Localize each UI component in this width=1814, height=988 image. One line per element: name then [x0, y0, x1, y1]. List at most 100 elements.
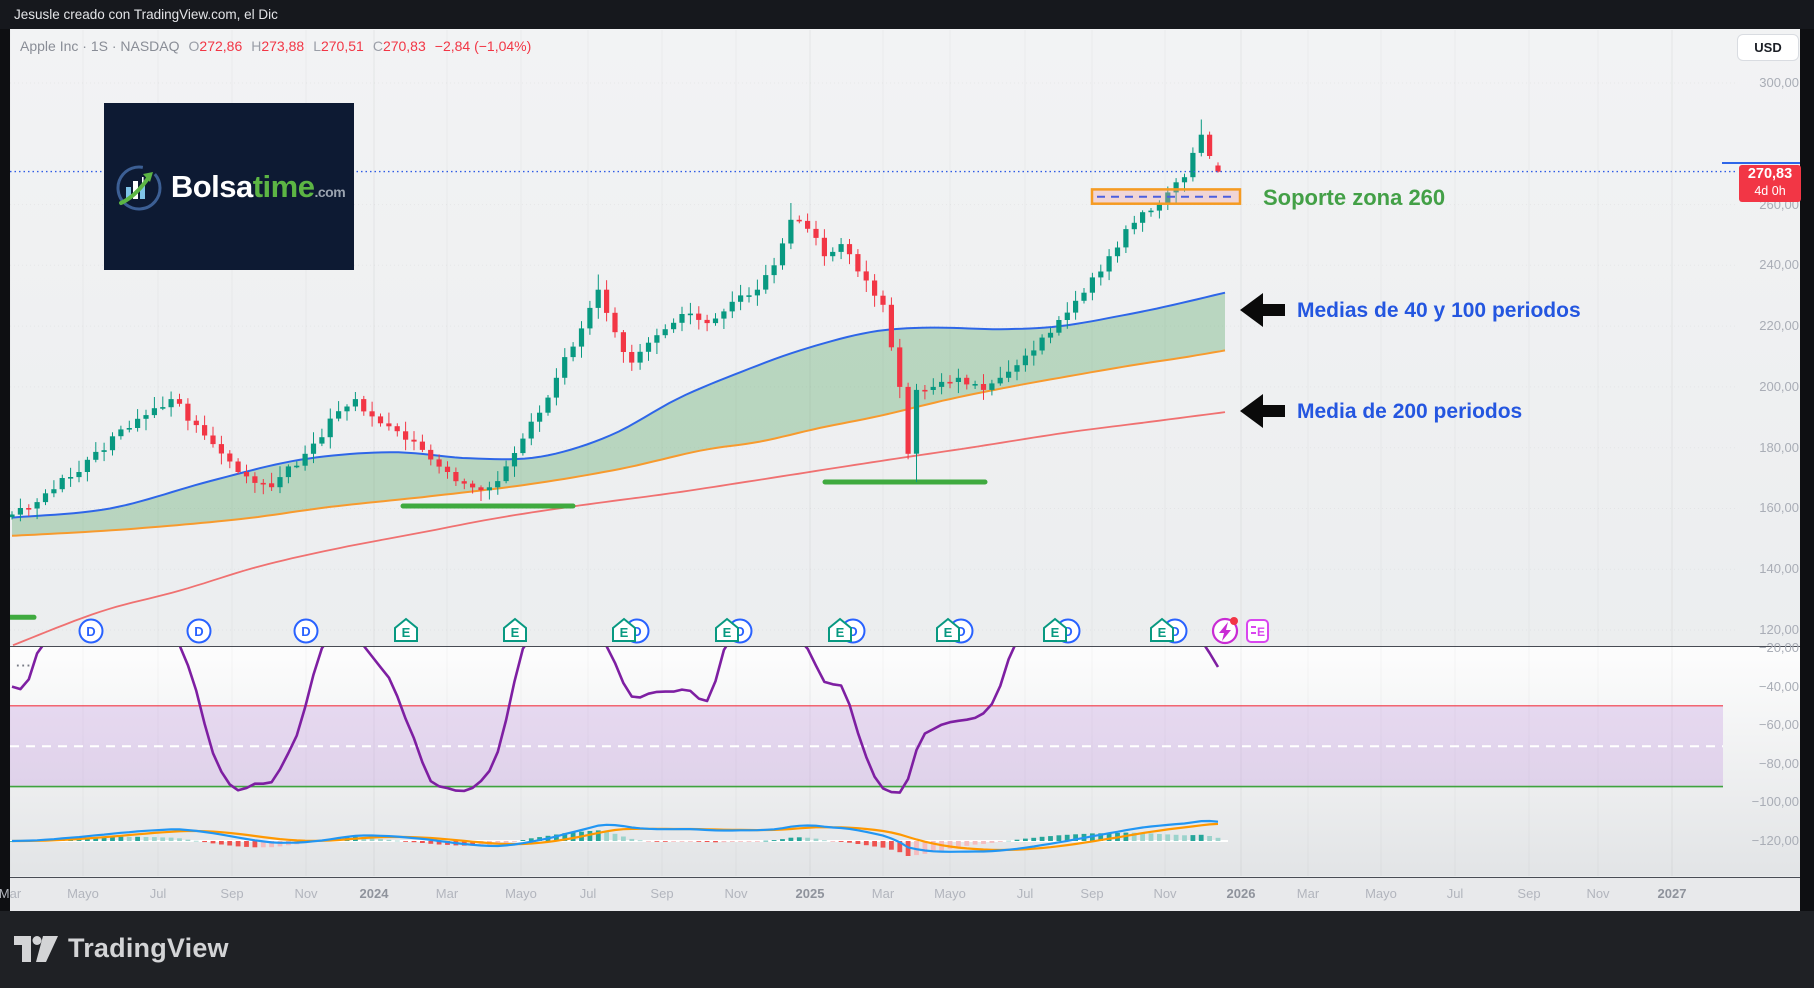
bar-countdown: 4d 0h: [1754, 184, 1786, 198]
price-tick-300: 300,00: [1759, 75, 1799, 90]
indicator-pane[interactable]: [10, 647, 1800, 876]
arrow-ma-40-100[interactable]: [1240, 293, 1285, 327]
osc-tick--120: −120,00: [1751, 832, 1799, 848]
ma-axis-marker: [1722, 162, 1800, 164]
time-tick-2025-810: 2025: [795, 886, 825, 901]
pane-separator[interactable]: [10, 646, 1800, 647]
ohlc-h: H273,88: [251, 38, 305, 54]
svg-text:E: E: [1257, 625, 1265, 639]
ma-200-line[interactable]: [12, 411, 1226, 646]
earnings-dividend-badge[interactable]: DE: [936, 617, 974, 644]
svg-text:E: E: [723, 625, 732, 640]
svg-text:D: D: [1170, 624, 1179, 639]
earnings-dividend-badge[interactable]: DE: [828, 617, 866, 644]
dividend-badge[interactable]: D: [186, 618, 212, 644]
annotation-ma-200[interactable]: Media de 200 periodos: [1297, 400, 1523, 423]
dividend-badge[interactable]: D: [293, 618, 319, 644]
osc-tick--20: −20,00: [1758, 640, 1799, 655]
dividend-badge[interactable]: D: [78, 618, 104, 644]
earnings-estimate-badge[interactable]: E: [1246, 619, 1269, 643]
time-tick-Jul-1455: Jul: [1446, 886, 1464, 901]
time-tick-Jul-1025: Jul: [1016, 886, 1034, 901]
annotation-support-zone[interactable]: Soporte zona 260: [1263, 185, 1446, 210]
earnings-dividend-badge[interactable]: DE: [1043, 617, 1081, 644]
time-tick-Jul-588: Jul: [579, 886, 597, 901]
time-tick-Jul-158: Jul: [149, 886, 167, 901]
ohlc-values: O272,86 H273,88 L270,51 C270,83 −2,84 (−1,04…: [180, 38, 532, 54]
time-tick-Mayo-83: Mayo: [67, 886, 99, 901]
chart-frame-right: [1800, 29, 1814, 911]
time-tick-2026-1241: 2026: [1226, 886, 1256, 901]
price-tick-200: 200,00: [1759, 378, 1799, 394]
last-price-value: 270,83: [1747, 166, 1793, 182]
time-tick-Mayo-950: Mayo: [934, 886, 966, 901]
svg-text:E: E: [944, 625, 953, 640]
svg-text:D: D: [735, 624, 744, 639]
tradingview-logo[interactable]: TradingView: [14, 933, 229, 964]
window-title-bar: Jesusle creado con TradingView.com, el D…: [0, 0, 1814, 29]
time-tick-2027-1672: 2027: [1657, 886, 1687, 901]
arrow-ma-200[interactable]: [1240, 394, 1285, 428]
svg-text:D: D: [301, 624, 310, 639]
event-badges-row: D D D E E DE DE DE DE DE DE E: [78, 617, 1269, 645]
indicator-menu-dots[interactable]: ···: [16, 658, 32, 673]
time-tick-Sep-662: Sep: [650, 886, 674, 901]
svg-text:D: D: [956, 624, 965, 639]
time-tick-Mar-447: Mar: [435, 886, 459, 901]
support-box[interactable]: [1090, 188, 1242, 205]
time-tick-Mar-1308: Mar: [1296, 886, 1320, 901]
price-tick-120: 120,00: [1759, 622, 1799, 638]
price-tick-140: 140,00: [1759, 561, 1799, 577]
osc-tick--80: −80,00: [1758, 755, 1799, 771]
time-tick-Mayo-521: Mayo: [505, 886, 537, 901]
svg-text:E: E: [620, 625, 629, 640]
osc-tick--60: −60,00: [1758, 717, 1799, 732]
bolsatime-wordmark: Bolsatime.com: [170, 168, 346, 204]
svg-text:E: E: [511, 625, 520, 640]
earnings-dividend-badge[interactable]: DE: [1150, 617, 1188, 644]
earnings-badge[interactable]: E: [503, 617, 527, 642]
time-tick-Sep-1092: Sep: [1080, 886, 1104, 901]
macd-histogram: [10, 830, 1221, 856]
flash-event-badge[interactable]: [1211, 617, 1239, 645]
earnings-badge[interactable]: E: [394, 617, 418, 642]
earnings-dividend-badge[interactable]: DE: [612, 617, 650, 644]
symbol-header[interactable]: Apple Inc · 1S · NASDAQ O272,86 H273,88 L27…: [20, 38, 531, 54]
tradingview-logo-text: TradingView: [68, 933, 229, 963]
chart-frame-left: [0, 29, 10, 911]
svg-text:E: E: [836, 625, 845, 640]
currency-button[interactable]: USD: [1737, 34, 1799, 61]
window-title: Jesusle creado con TradingView.com, el D…: [14, 7, 278, 22]
earnings-dividend-badge[interactable]: DE: [715, 617, 753, 644]
time-tick-Sep-1529: Sep: [1517, 886, 1541, 901]
oscillator-line[interactable]: [11, 637, 1220, 794]
ma-40-line[interactable]: [11, 291, 1226, 519]
svg-text:D: D: [632, 624, 641, 639]
ohlc-l: L270,51: [313, 38, 364, 54]
price-tick-240: 240,00: [1759, 257, 1799, 273]
svg-text:E: E: [402, 625, 411, 640]
bolsatime-watermark: Bolsatime.com: [104, 103, 354, 270]
svg-text:D: D: [1063, 624, 1072, 639]
annotation-ma-40-100[interactable]: Medias de 40 y 100 periodos: [1297, 299, 1581, 322]
symbol-title[interactable]: Apple Inc · 1S · NASDAQ: [20, 38, 180, 54]
macd-line: [11, 819, 1219, 853]
svg-text:D: D: [848, 624, 857, 639]
candlestick-series[interactable]: [9, 119, 1221, 522]
time-tick-Nov-306: Nov: [294, 886, 318, 901]
time-tick-Nov-1598: Nov: [1586, 886, 1610, 901]
svg-text:E: E: [1051, 625, 1060, 640]
svg-text:D: D: [86, 624, 95, 639]
time-axis[interactable]: [10, 877, 1800, 911]
ma-100-line[interactable]: [11, 349, 1226, 537]
time-tick-Mar-10: Mar: [0, 886, 22, 901]
osc-tick--40: −40,00: [1758, 678, 1799, 694]
time-tick-2024-374: 2024: [359, 886, 389, 901]
svg-text:D: D: [194, 624, 203, 639]
price-tick-160: 160,00: [1759, 500, 1799, 516]
ohlc-c: C270,83: [372, 38, 426, 54]
ohlc-change: −2,84 (−1,04%): [434, 38, 532, 54]
last-price-badge[interactable]: 270,83 4d 0h: [1739, 165, 1801, 202]
